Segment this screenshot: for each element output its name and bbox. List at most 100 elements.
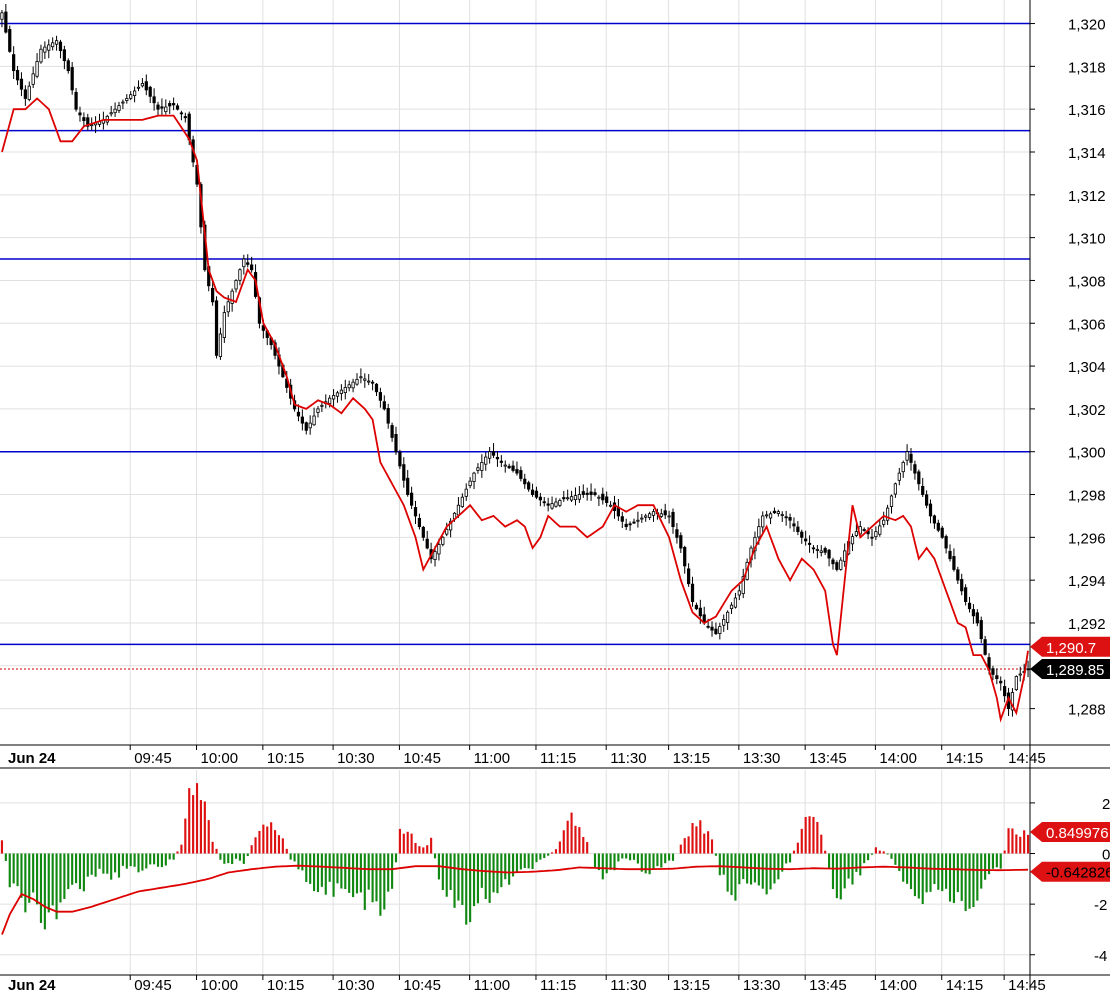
candle-body (698, 607, 702, 617)
candle-body (335, 392, 340, 397)
oscillator-axis-label: 0 (1102, 847, 1110, 864)
candle-body (406, 477, 410, 495)
candle-body (796, 526, 800, 533)
candle-body (503, 464, 507, 467)
candle-body (975, 612, 979, 624)
candle-body (843, 550, 847, 562)
candle-body (620, 516, 624, 522)
oscillator-time-axis-label: 10:15 (267, 977, 305, 990)
price-axis-label: 1,296 (1068, 530, 1106, 547)
candle-body (835, 562, 839, 570)
candle-body (394, 433, 398, 453)
candle-body (410, 492, 414, 506)
candle-body (82, 117, 86, 121)
candle-body (940, 527, 944, 538)
candle-body (983, 639, 987, 655)
candle-body (39, 48, 43, 63)
candle-body (398, 451, 402, 467)
candle-body (651, 511, 656, 516)
candle-body (515, 469, 519, 474)
candle-body (1003, 686, 1007, 697)
candle-body (862, 529, 866, 531)
price-time-axis-label: 11:15 (540, 750, 576, 767)
price-time-axis-label: Jun 24 (8, 750, 56, 767)
candle-body (23, 89, 27, 99)
candle-body (421, 526, 425, 538)
candle-body (944, 536, 948, 549)
candle-body (675, 529, 679, 538)
candle-body (413, 507, 418, 517)
candle-body (230, 290, 234, 304)
candle-body (999, 680, 1003, 684)
candle-body (706, 625, 710, 628)
candle-body (117, 105, 121, 111)
price-axis-label: 1,304 (1068, 359, 1106, 376)
candle-body (554, 501, 558, 507)
candle-body (897, 472, 901, 481)
candle-body (499, 460, 503, 463)
candle-body (4, 11, 8, 33)
candle-body (925, 494, 929, 506)
candle-body (164, 106, 168, 113)
candle-body (546, 503, 550, 506)
price-markers: 1,290.7 1,289.85 0.849976 -0.642826 (1030, 636, 1110, 882)
candle-body (359, 376, 363, 379)
oscillator-marker-value: 0.849976 (1046, 825, 1109, 842)
candle-body (175, 105, 180, 110)
candle-body (683, 547, 687, 567)
horizontal-levels[interactable] (0, 22, 1030, 670)
candle-body (608, 504, 613, 507)
candle-body (218, 333, 223, 357)
candle-body (472, 472, 476, 482)
price-axis-label: 1,298 (1068, 488, 1106, 505)
candle-body (765, 514, 769, 517)
candle-body (917, 471, 921, 485)
oscillator-time-axis-label: 13:45 (809, 977, 847, 990)
candle-body (300, 416, 304, 424)
candle-body (523, 478, 527, 485)
candle-body (905, 451, 909, 461)
candle-body (932, 515, 937, 524)
candle-body (480, 462, 484, 471)
candle-body (542, 501, 546, 504)
candle-body (113, 108, 117, 114)
candle-body (640, 517, 644, 520)
oscillator-time-axis-label: 09:45 (134, 977, 172, 990)
oscillator-time-axis-label: 11:15 (540, 977, 576, 990)
candle-body (242, 258, 246, 268)
candle-body (671, 511, 675, 528)
candle-body (234, 280, 238, 290)
price-axis-label: 1,314 (1068, 145, 1106, 162)
candle-body (27, 85, 31, 100)
candle-body (909, 453, 913, 463)
candle-body (449, 520, 453, 531)
oscillator-marker-signal: -0.642826 (1046, 865, 1110, 882)
candle-body (441, 536, 445, 545)
candle-body (679, 535, 683, 549)
price-marker-ma-background (1030, 636, 1110, 657)
candle-body (690, 583, 695, 602)
candle-body (714, 628, 718, 635)
oscillator-time-axis-label: 11:00 (474, 977, 510, 990)
candle-body (577, 494, 581, 500)
candle-body (593, 492, 597, 495)
candle-body (636, 519, 640, 522)
candle-body (78, 112, 82, 116)
price-time-axis-label: 10:30 (337, 750, 375, 767)
price-axis-label: 1,300 (1068, 445, 1106, 462)
candle-body (605, 496, 609, 503)
candle-body (382, 401, 386, 410)
price-time-axis-label: 10:15 (267, 750, 305, 767)
candle-body (694, 604, 699, 610)
candle-body (347, 384, 351, 389)
candle-body (460, 496, 464, 508)
candle-body (530, 489, 535, 495)
candle-body (8, 29, 12, 52)
oscillator-time-axis-label: 10:30 (337, 977, 375, 990)
candle-body (558, 500, 562, 506)
candle-body (882, 519, 886, 525)
candle-body (901, 462, 905, 473)
candle-body (70, 67, 74, 91)
